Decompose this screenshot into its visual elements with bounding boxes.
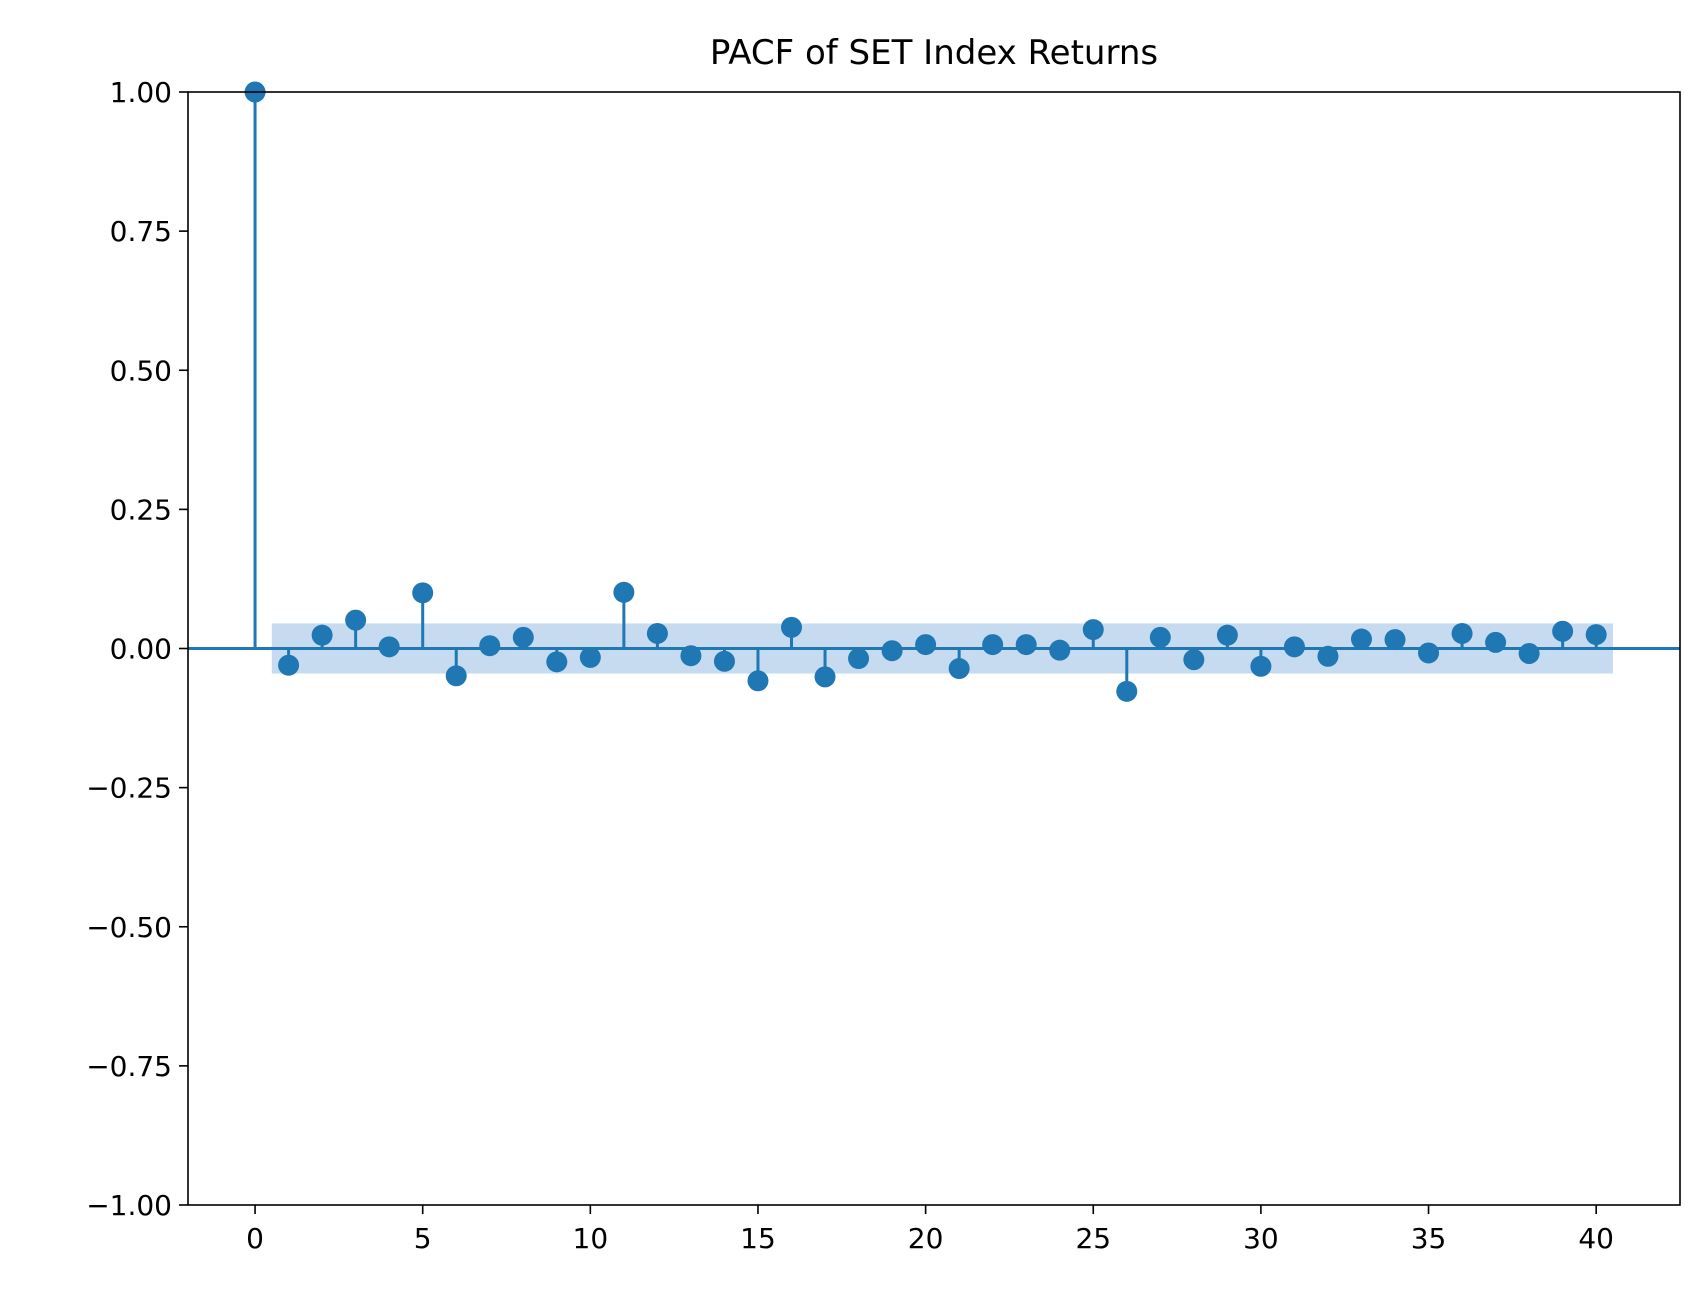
x-tick-label: 15 — [740, 1222, 776, 1255]
y-tick-label: 0.25 — [110, 493, 172, 526]
stem-marker-lag-11 — [613, 581, 635, 603]
stem-marker-lag-4 — [378, 636, 400, 658]
stem-marker-lag-25 — [1082, 619, 1104, 641]
x-tick-label: 25 — [1075, 1222, 1111, 1255]
y-tick-label: 1.00 — [110, 76, 172, 109]
chart-title: PACF of SET Index Returns — [710, 33, 1158, 73]
y-tick-label: −0.25 — [86, 772, 172, 805]
stem-marker-lag-26 — [1116, 680, 1138, 702]
stem-marker-lag-37 — [1485, 631, 1507, 653]
stem-marker-lag-38 — [1518, 643, 1540, 665]
stem-marker-lag-14 — [713, 650, 735, 672]
stem-marker-lag-34 — [1384, 629, 1406, 651]
stem-marker-lag-23 — [1015, 634, 1037, 656]
y-tick-label: −0.75 — [86, 1050, 172, 1083]
stem-marker-lag-12 — [646, 622, 668, 644]
stem-marker-lag-40 — [1585, 624, 1607, 646]
stem-marker-lag-35 — [1418, 642, 1440, 664]
x-tick-label: 5 — [414, 1222, 432, 1255]
stem-marker-lag-20 — [915, 634, 937, 656]
stem-marker-lag-30 — [1250, 655, 1272, 677]
stem-marker-lag-31 — [1283, 636, 1305, 658]
x-tick-label: 30 — [1243, 1222, 1279, 1255]
x-axis: 0 5 10 15 20 25 30 35 40 — [246, 1205, 1614, 1255]
stem-marker-lag-1 — [278, 654, 300, 676]
stem-marker-lag-13 — [680, 645, 702, 667]
stem-marker-lag-33 — [1350, 628, 1372, 650]
x-tick-label: 35 — [1411, 1222, 1447, 1255]
stem-marker-lag-10 — [579, 646, 601, 668]
stem-marker-lag-8 — [512, 626, 534, 648]
x-tick-label: 0 — [246, 1222, 264, 1255]
stem-marker-lag-32 — [1317, 645, 1339, 667]
stem-marker-lag-28 — [1183, 649, 1205, 671]
y-axis: 1.00 0.75 0.50 0.25 0.00 −0.25 −0.50 −0.75 −1.00 — [86, 76, 188, 1222]
stem-marker-lag-39 — [1552, 620, 1574, 642]
stem-marker-lag-15 — [747, 670, 769, 692]
stem-marker-lag-27 — [1149, 626, 1171, 648]
x-tick-label: 20 — [908, 1222, 944, 1255]
stem-marker-lag-3 — [345, 609, 367, 631]
stem-marker-lag-21 — [948, 658, 970, 680]
markers-group — [244, 81, 1607, 702]
y-tick-label: −1.00 — [86, 1189, 172, 1222]
stem-marker-lag-7 — [479, 635, 501, 657]
stem-marker-lag-16 — [781, 616, 803, 638]
y-tick-label: −0.50 — [86, 911, 172, 944]
stem-marker-lag-6 — [445, 665, 467, 687]
stem-marker-lag-2 — [311, 624, 333, 646]
stem-marker-lag-17 — [814, 666, 836, 688]
y-tick-label: 0.50 — [110, 354, 172, 387]
stem-marker-lag-9 — [546, 651, 568, 673]
stem-marker-lag-36 — [1451, 622, 1473, 644]
stem-marker-lag-22 — [982, 634, 1004, 656]
y-tick-label: 0.00 — [110, 633, 172, 666]
y-tick-label: 0.75 — [110, 215, 172, 248]
stem-marker-lag-5 — [412, 582, 434, 604]
x-tick-label: 10 — [573, 1222, 609, 1255]
stem-marker-lag-18 — [848, 648, 870, 670]
x-tick-label: 40 — [1578, 1222, 1614, 1255]
stem-marker-lag-24 — [1049, 639, 1071, 661]
stem-marker-lag-19 — [881, 640, 903, 662]
stem-marker-lag-29 — [1216, 624, 1238, 646]
